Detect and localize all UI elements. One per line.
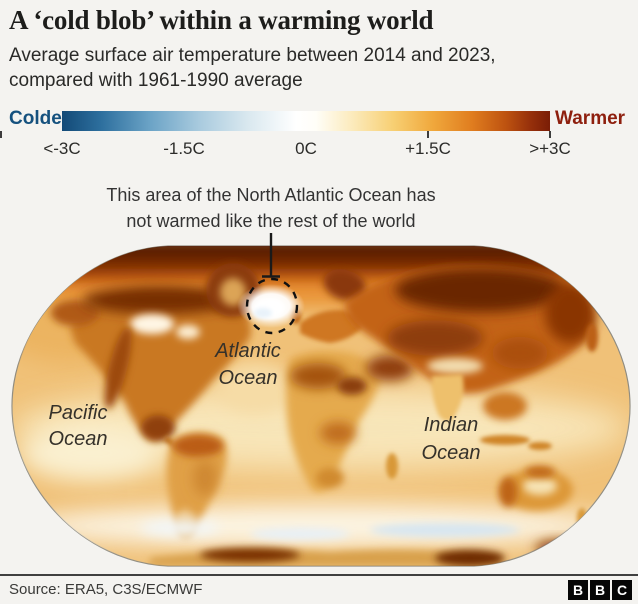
source-text: Source: ERA5, C3S/ECMWF xyxy=(9,581,203,598)
legend-tick-label: <-3C xyxy=(43,139,81,158)
legend-colder-label: Colder xyxy=(9,108,70,129)
page-subtitle: Average surface air temperature between … xyxy=(9,45,496,91)
annotation-callout: This area of the North Atlantic Ocean ha… xyxy=(51,182,491,234)
legend-warmer-label: Warmer xyxy=(555,108,626,129)
ocean-label-pacific-1: Pacific xyxy=(49,402,108,424)
bbc-logo: B B C xyxy=(568,580,632,600)
ocean-label-indian-2: Ocean xyxy=(422,442,481,464)
map-artwork xyxy=(12,246,630,566)
legend-tick-label: +1.5C xyxy=(405,139,451,158)
footer-divider xyxy=(0,574,638,576)
ocean-label-atlantic-2: Ocean xyxy=(219,367,278,389)
bbc-logo-box: C xyxy=(612,580,632,600)
ocean-label-atlantic-1: Atlantic xyxy=(214,340,281,362)
bbc-logo-letter: C xyxy=(616,582,628,598)
bbc-logo-box: B xyxy=(590,580,610,600)
legend-tick xyxy=(427,131,429,138)
legend-tick xyxy=(549,131,551,138)
legend-tick-label: >+3C xyxy=(529,139,571,158)
annotation-line: not warmed like the rest of the world xyxy=(126,211,416,231)
legend-tick-label: -1.5C xyxy=(163,139,205,158)
world-temperature-map: Atlantic Ocean Pacific Ocean Indian Ocea… xyxy=(11,233,631,567)
bbc-logo-letter: B xyxy=(594,582,606,598)
cold-blob-circle xyxy=(245,277,299,335)
legend-tick xyxy=(0,131,2,138)
page-title: A ‘cold blob’ within a warming world xyxy=(9,5,434,35)
ocean-label-indian-1: Indian xyxy=(424,414,479,436)
bbc-logo-box: B xyxy=(568,580,588,600)
annotation-line: This area of the North Atlantic Ocean ha… xyxy=(106,185,436,205)
cold-blob-callout xyxy=(245,233,299,335)
legend-tick-label: 0C xyxy=(295,139,317,158)
ocean-label-pacific-2: Ocean xyxy=(49,428,108,450)
bbc-logo-letter: B xyxy=(572,582,584,598)
legend-gradient-bar xyxy=(62,111,550,131)
